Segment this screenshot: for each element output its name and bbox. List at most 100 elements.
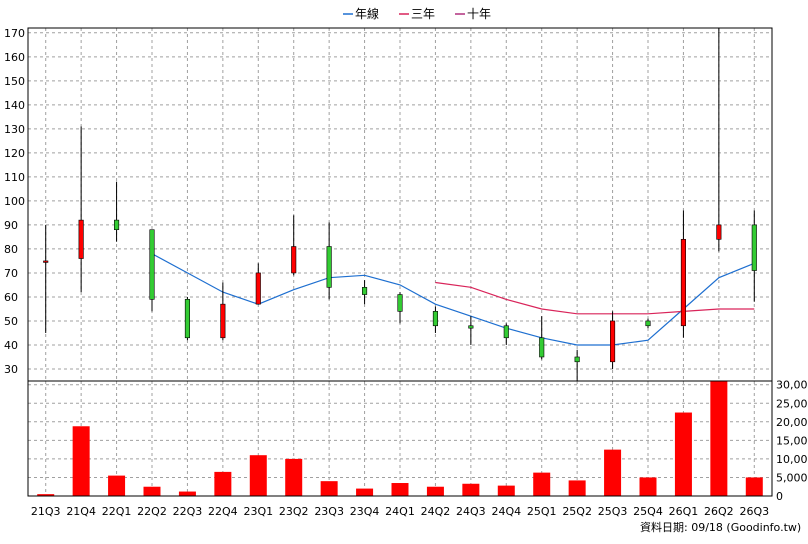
volume-bar (462, 483, 480, 496)
x-axis: 21Q3 21Q4 22Q1 22Q2 22Q3 22Q4 23Q1 23Q2 23Q3 23Q4… (31, 505, 769, 518)
price-tick-label: 30 (4, 363, 18, 376)
candle-body (255, 272, 261, 305)
x-tick-label: 22Q2 (137, 505, 167, 518)
price-tick-label: 140 (4, 99, 25, 112)
candle-body (397, 294, 403, 312)
legend-label-1: 三年 (411, 7, 435, 21)
ma-line-0 (151, 253, 755, 346)
x-tick-label: 26Q3 (739, 505, 769, 518)
x-tick-label: 23Q1 (243, 505, 273, 518)
volume-tick-label: 30,000 (776, 379, 808, 392)
price-tick-label: 120 (4, 147, 25, 160)
x-tick-label: 24Q4 (491, 505, 521, 518)
volume-bar (72, 426, 90, 496)
volume-y-axis: 0 5,000 10,000 15,000 20,000 25,000 30,000 (776, 379, 808, 503)
candle-body (610, 320, 616, 363)
x-tick-label: 24Q3 (456, 505, 486, 518)
x-tick-label: 25Q2 (562, 505, 592, 518)
x-tick-label: 23Q2 (279, 505, 309, 518)
volume-bar (356, 488, 374, 496)
volume-bar (533, 472, 551, 496)
volume-grid (28, 381, 772, 496)
x-tick-label: 22Q3 (173, 505, 203, 518)
candle-body (645, 320, 651, 327)
volume-bar (745, 477, 763, 496)
price-tick-label: 60 (4, 291, 18, 304)
legend-label-0: 年線 (355, 6, 379, 21)
volume-bar (178, 491, 196, 496)
candle-body (78, 219, 84, 259)
volume-bar (285, 458, 303, 496)
price-tick-label: 160 (4, 51, 25, 64)
volume-bar (214, 471, 232, 496)
price-grid (28, 28, 772, 381)
candle-body (291, 246, 297, 274)
candle-body (574, 356, 580, 363)
price-tick-label: 80 (4, 243, 18, 256)
x-tick-label: 21Q4 (66, 505, 96, 518)
volume-bar (426, 486, 444, 496)
volume-tick-label: 15,000 (776, 434, 808, 447)
volume-tick-label: 5,000 (776, 471, 808, 484)
candlesticks (43, 28, 757, 381)
price-tick-label: 70 (4, 267, 18, 280)
x-tick-label: 25Q3 (598, 505, 628, 518)
volume-bar (639, 477, 657, 496)
x-tick-label: 24Q2 (421, 505, 451, 518)
candle-body (432, 311, 438, 327)
volume-bar (674, 412, 692, 496)
x-tick-label: 24Q1 (385, 505, 415, 518)
x-tick-label: 23Q3 (314, 505, 344, 518)
price-tick-label: 150 (4, 75, 25, 88)
volume-tick-label: 20,000 (776, 416, 808, 429)
x-tick-label: 25Q4 (633, 505, 663, 518)
price-tick-label: 170 (4, 27, 25, 40)
candle-body (680, 239, 686, 327)
price-tick-label: 50 (4, 315, 18, 328)
volume-bar (497, 485, 515, 496)
ma-line-1 (435, 281, 755, 315)
volume-bars (37, 381, 763, 496)
candle-body (114, 219, 120, 231)
plot-frames (27, 27, 773, 497)
price-tick-label: 110 (4, 171, 25, 184)
volume-tick-label: 25,000 (776, 397, 808, 410)
x-tick-label: 26Q2 (704, 505, 734, 518)
source-note: 資料日期: 09/18 (Goodinfo.tw) (640, 521, 802, 534)
moving-average-lines (151, 253, 755, 346)
candle-body (362, 287, 368, 295)
x-tick-label: 21Q3 (31, 505, 61, 518)
volume-tick-label: 10,000 (776, 453, 808, 466)
volume-bar (37, 494, 55, 496)
volume-bar (710, 381, 728, 496)
candle-body (220, 303, 226, 339)
volume-bar (604, 449, 622, 496)
volume-bar (108, 475, 126, 496)
candle-body (43, 260, 49, 263)
candle-body (539, 337, 545, 358)
x-tick-label: 25Q1 (527, 505, 557, 518)
price-tick-label: 100 (4, 195, 25, 208)
x-tick-label: 26Q1 (669, 505, 699, 518)
price-tick-label: 90 (4, 219, 18, 232)
x-tick-label: 22Q1 (102, 505, 132, 518)
volume-bar (320, 481, 338, 496)
x-tick-label: 23Q4 (350, 505, 380, 518)
price-tick-label: 40 (4, 339, 18, 352)
price-tick-label: 130 (4, 123, 25, 136)
candle-body (149, 229, 155, 300)
volume-bar (568, 480, 586, 496)
candle-body (716, 224, 722, 240)
legend: 年線 三年 十年 (343, 6, 491, 21)
candle-body (184, 299, 190, 339)
candle-body (326, 246, 332, 288)
candle-body (751, 224, 757, 271)
volume-bar (143, 486, 161, 496)
volume-bar (391, 483, 409, 496)
volume-frame (27, 380, 773, 497)
volume-tick-label: 0 (776, 490, 783, 503)
candle-body (468, 325, 474, 329)
volume-bar (249, 455, 267, 496)
